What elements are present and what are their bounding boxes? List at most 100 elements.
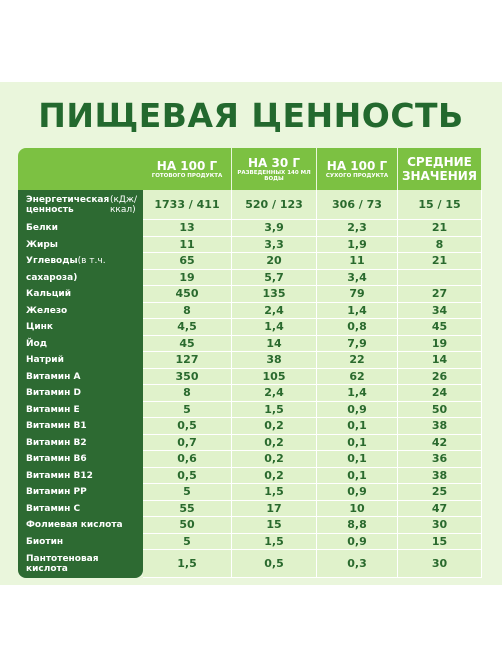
value: 0,9 <box>347 485 367 499</box>
value: 0,5 <box>264 557 284 570</box>
value: 38 <box>431 468 448 482</box>
value-cell: 520 / 123 <box>232 190 317 220</box>
value: 65 <box>179 254 195 268</box>
value: 22 <box>349 353 365 367</box>
value: 2,4 <box>264 386 284 400</box>
value-cell: 2,4 <box>232 385 317 402</box>
row-label: Железо <box>18 302 143 319</box>
row-label: Энергетическая ценность (кДж/ккал) <box>18 190 143 220</box>
value: 0,2 <box>264 419 284 433</box>
value: 450 <box>175 287 199 301</box>
value: 0,8 <box>347 320 367 334</box>
label-text: Йод <box>26 338 47 349</box>
label-note: (кДж/ккал) <box>109 195 138 215</box>
row-label: Фолиевая кислота <box>18 517 143 534</box>
row-label: Витамин В1 <box>18 418 143 435</box>
value: 38 <box>266 353 282 367</box>
value: 5 <box>183 402 191 416</box>
row-label: Белки <box>18 220 143 237</box>
row-label: Йод <box>18 335 143 352</box>
value: 24 <box>431 386 448 400</box>
value-cell: 25 <box>398 484 482 501</box>
value: 0,1 <box>347 435 367 449</box>
value: 3,4 <box>347 270 367 284</box>
label-text: Витамин В6 <box>26 454 87 465</box>
row-label: Витамин Е <box>18 401 143 418</box>
row-label: Витамин С <box>18 500 143 517</box>
value-cell: 5 <box>143 533 232 550</box>
value-cell: 0,9 <box>317 484 398 501</box>
value-cell: 0,2 <box>232 467 317 484</box>
value-cell: 1,4 <box>232 319 317 336</box>
row-label: Углеводы (в т.ч. <box>18 253 143 270</box>
value: 45 <box>431 320 448 334</box>
value-cell: 24 <box>398 385 482 402</box>
value-cell: 2,3 <box>317 220 398 237</box>
row-label: Кальций <box>18 286 143 303</box>
value: 15 <box>431 534 448 548</box>
label-text: Витамин Е <box>26 404 80 415</box>
value: 0,2 <box>264 452 284 466</box>
value-cell: 26 <box>398 368 482 385</box>
value-cell: 15 / 15 <box>398 190 482 220</box>
value-cell: 1,5 <box>232 401 317 418</box>
value-cell: 450 <box>143 286 232 303</box>
value-cell: 55 <box>143 500 232 517</box>
value-cell: 15 <box>232 517 317 534</box>
value: 1,5 <box>264 534 284 548</box>
value-cell: 19 <box>398 335 482 352</box>
label-text: Биотин <box>26 536 64 547</box>
value: 14 <box>266 336 282 350</box>
value: 1,5 <box>264 485 284 499</box>
label-text: Белки <box>26 223 58 234</box>
value: 0,2 <box>264 435 284 449</box>
value: 47 <box>431 501 448 515</box>
title: ПИЩЕВАЯ ЦЕННОСТЬ <box>38 96 464 135</box>
value: 50 <box>179 518 195 532</box>
value-cell: 1,5 <box>232 484 317 501</box>
value-cell: 306 / 73 <box>317 190 398 220</box>
value: 50 <box>431 402 448 416</box>
value: 1,4 <box>264 320 284 334</box>
row-label: Биотин <box>18 533 143 550</box>
value-cell: 0,5 <box>143 467 232 484</box>
label-text: Натрий <box>26 355 64 366</box>
value-cell: 3,4 <box>317 269 398 286</box>
value-cell: 8 <box>143 302 232 319</box>
value-cell: 0,2 <box>232 434 317 451</box>
label-text: Фолиевая кислота <box>26 520 123 531</box>
value: 45 <box>179 336 195 350</box>
value-cell: 105 <box>232 368 317 385</box>
header-corner <box>18 148 143 190</box>
value: 11 <box>349 254 365 268</box>
label-text: Углеводы <box>26 256 78 267</box>
value: 0,9 <box>347 402 367 416</box>
value: 25 <box>431 485 448 499</box>
column-subtitle: ГОТОВОГО ПРОДУКТА <box>151 173 223 179</box>
value: 17 <box>266 501 282 515</box>
value: 135 <box>262 287 286 301</box>
label-text: Витамин РР <box>26 487 87 498</box>
value: 34 <box>431 303 448 317</box>
value: 27 <box>431 287 448 301</box>
label-text: Жиры <box>26 239 58 250</box>
value-cell: 11 <box>143 236 232 253</box>
value-cell: 50 <box>143 517 232 534</box>
row-label: Витамин В12 <box>18 467 143 484</box>
value: 8,8 <box>347 518 367 532</box>
value-cell: 0,5 <box>143 418 232 435</box>
value-cell: 79 <box>317 286 398 303</box>
row-label: Витамин РР <box>18 484 143 501</box>
column-title: НА 100 Г <box>156 159 218 173</box>
value-cell: 20 <box>232 253 317 270</box>
value: 11 <box>179 237 195 251</box>
value-cell: 38 <box>398 418 482 435</box>
label-text: Энергетическая ценность <box>26 195 110 215</box>
value: 30 <box>431 557 448 570</box>
value: 0,2 <box>264 468 284 482</box>
value-cell: 15 <box>398 533 482 550</box>
value: 14 <box>431 353 448 367</box>
value: 0,5 <box>177 468 197 482</box>
value-cell: 38 <box>232 352 317 369</box>
value: 2,4 <box>264 303 284 317</box>
